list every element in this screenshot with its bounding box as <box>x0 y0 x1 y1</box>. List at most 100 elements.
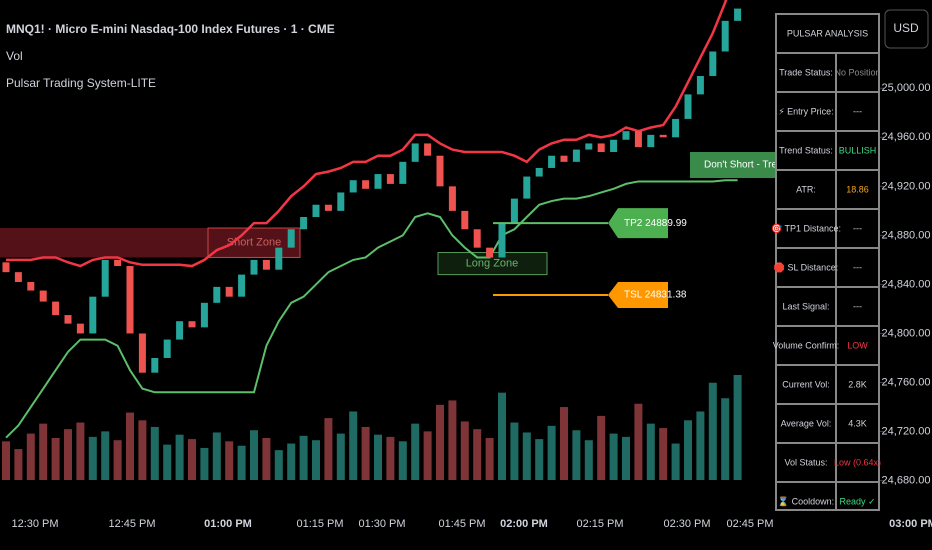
volume-bar <box>101 431 110 480</box>
y-tick-label: 24,840.00 <box>882 278 931 290</box>
volume-bar <box>76 422 85 480</box>
volume-bar <box>398 441 407 480</box>
x-tick-label: 02:30 PM <box>663 518 710 530</box>
resistance-line <box>6 0 728 268</box>
plot-area: Short Zone Long Zone TP2 24889.99 TSL 24831… <box>0 0 742 480</box>
volume-bar <box>547 425 556 480</box>
row-label: Current Vol: <box>782 379 830 389</box>
row-value: --- <box>853 262 862 272</box>
candle <box>672 118 680 138</box>
volume-bar <box>436 404 444 480</box>
volume-bar <box>696 411 705 480</box>
volume-bar <box>733 375 742 480</box>
x-tick-label: 03:00 PM <box>889 518 932 530</box>
candle <box>238 274 246 297</box>
volume-bar <box>64 429 72 480</box>
volume-bar <box>671 443 680 480</box>
candle <box>52 301 60 316</box>
volume-bar <box>51 438 60 480</box>
volume-bar <box>126 412 134 480</box>
volume-bar <box>460 421 469 480</box>
volume-bar <box>150 426 159 480</box>
row-label: 🛑 SL Distance: <box>774 261 838 272</box>
candle <box>225 286 233 297</box>
row-value: --- <box>853 106 862 116</box>
volume-bar <box>622 436 630 480</box>
indicator-label: Pulsar Trading System-LITE <box>6 76 156 90</box>
candle <box>287 229 295 248</box>
row-label: 🎯 TP1 Distance: <box>771 223 841 233</box>
candle <box>213 286 221 303</box>
row-label: Trade Status: <box>779 67 833 77</box>
volume-bar <box>274 450 283 480</box>
x-tick-label: 02:00 PM <box>500 518 548 530</box>
volume-bar <box>2 441 10 480</box>
volume-bar <box>411 423 420 480</box>
volume-bar <box>473 429 482 480</box>
y-tick-label: 24,720.00 <box>882 425 931 437</box>
volume-bar <box>88 436 97 480</box>
volume-bar <box>250 430 258 480</box>
row-value: No Position <box>834 67 880 77</box>
candle <box>498 223 506 258</box>
row-label: ATR: <box>796 184 816 194</box>
candle <box>734 8 742 21</box>
candle <box>473 229 481 248</box>
candle <box>312 204 320 217</box>
volume-bar <box>423 431 432 480</box>
candle <box>721 20 729 52</box>
volume-bar <box>188 439 196 480</box>
trend-note-box <box>690 152 790 178</box>
row-label: ⌛ Cooldown: <box>778 495 834 506</box>
y-tick-label: 24,760.00 <box>882 376 931 388</box>
candle <box>374 174 382 189</box>
candle <box>14 272 22 282</box>
candle <box>560 155 568 162</box>
volume-bar <box>26 433 35 480</box>
table-title: PULSAR ANALYSIS <box>787 28 868 38</box>
candle <box>27 281 35 291</box>
volume-bar <box>684 420 692 480</box>
candle <box>461 210 469 230</box>
volume-bar <box>287 443 296 480</box>
x-tick-label: 02:15 PM <box>576 518 623 530</box>
volume-bar <box>510 422 519 480</box>
candle <box>523 176 531 199</box>
candle <box>510 198 518 224</box>
row-value: LOW <box>847 340 868 350</box>
volume-bar <box>572 430 581 480</box>
candle <box>386 174 394 184</box>
volume-bar <box>374 434 382 480</box>
volume-bar <box>485 438 494 480</box>
currency-label[interactable]: USD <box>893 21 919 35</box>
candle <box>151 357 159 373</box>
row-value: BULLISH <box>839 145 877 155</box>
y-tick-label: 24,960.00 <box>882 131 931 143</box>
volume-bar <box>138 420 147 480</box>
row-label: Volume Confirm: <box>773 340 840 350</box>
candle <box>424 143 432 156</box>
x-tick-label: 01:15 PM <box>296 518 343 530</box>
volume-bar <box>262 438 271 480</box>
x-tick-label: 12:30 PM <box>11 518 58 530</box>
candle <box>548 155 556 168</box>
candle <box>337 192 345 211</box>
candle <box>250 259 258 275</box>
candle <box>176 321 184 340</box>
candle <box>362 180 370 189</box>
currency-button[interactable] <box>884 9 929 49</box>
candle <box>585 143 593 150</box>
candle <box>262 259 270 270</box>
short-zone-label: Short Zone <box>227 237 281 249</box>
volume-bar <box>634 403 643 480</box>
candle <box>275 247 283 270</box>
tsl-tag <box>608 281 668 308</box>
volume-bar <box>498 392 506 480</box>
candle <box>39 290 47 302</box>
candle <box>572 149 580 162</box>
volume-bar <box>312 440 320 480</box>
tsl-label: TSL 24831.38 <box>624 290 687 301</box>
volume-bar <box>584 440 593 480</box>
